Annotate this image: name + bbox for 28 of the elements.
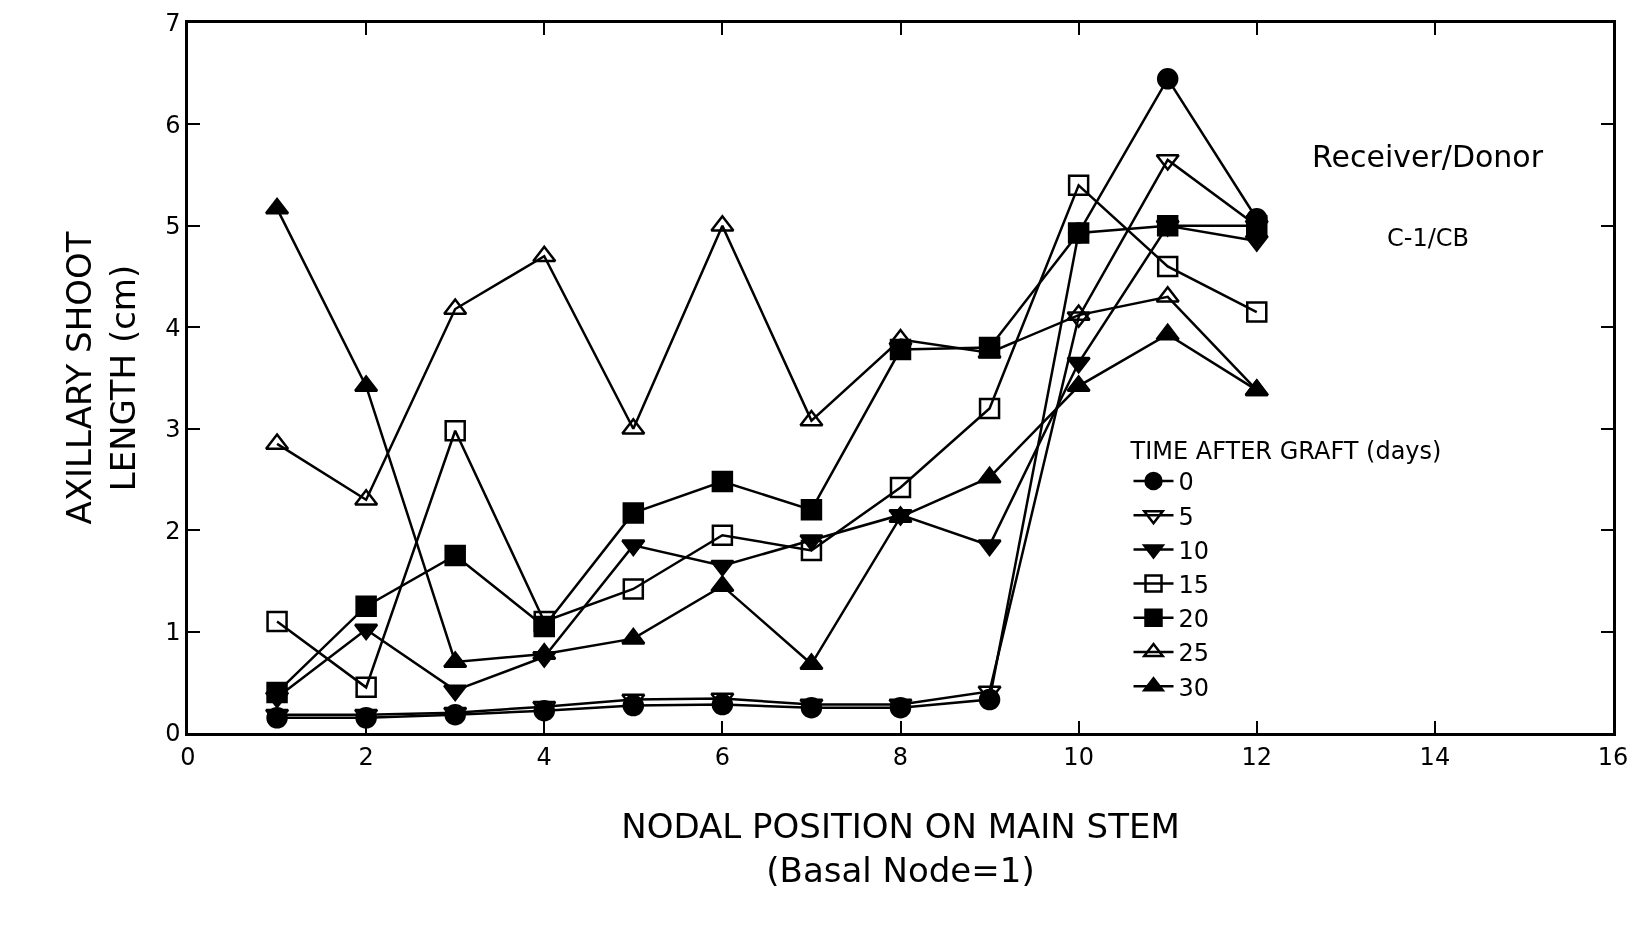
y-tick-label: 0 — [165, 719, 181, 748]
x-tick-label: 14 — [1419, 742, 1451, 771]
x-tick-label: 4 — [536, 742, 552, 771]
y-tick-label: 1 — [165, 617, 181, 646]
y-tick-label: 2 — [165, 516, 181, 545]
legend-label: 0 — [1178, 468, 1194, 497]
legend-label: 20 — [1178, 605, 1210, 634]
x-tick-label: 6 — [714, 742, 731, 771]
annotation: Receiver/Donor — [1312, 139, 1544, 174]
y-tick-label: 7 — [165, 9, 181, 38]
y-tick-label: 4 — [165, 313, 181, 342]
legend-title: TIME AFTER GRAFT (days) — [1129, 436, 1442, 465]
x-tick-label: 2 — [358, 742, 374, 771]
x-tick-label: 10 — [1063, 742, 1094, 771]
legend-label: 30 — [1178, 673, 1210, 702]
legend-label: 25 — [1178, 639, 1210, 668]
y-tick-label: 3 — [165, 415, 181, 444]
y-tick-label: 5 — [165, 212, 181, 241]
x-tick-label: 12 — [1241, 742, 1273, 771]
legend-label: 5 — [1178, 502, 1194, 531]
y-tick-label: 6 — [165, 110, 181, 139]
y-axis-title: AXILLARY SHOOT LENGTH (cm) — [58, 231, 143, 525]
x-tick-label: 16 — [1597, 742, 1629, 771]
x-axis-title: NODAL POSITION ON MAIN STEM (Basal Node=1) — [621, 805, 1180, 891]
annotation: C-1/CB — [1387, 224, 1469, 252]
legend-label: 10 — [1178, 536, 1210, 565]
legend-label: 15 — [1178, 570, 1210, 599]
x-tick-label: 8 — [892, 742, 909, 771]
